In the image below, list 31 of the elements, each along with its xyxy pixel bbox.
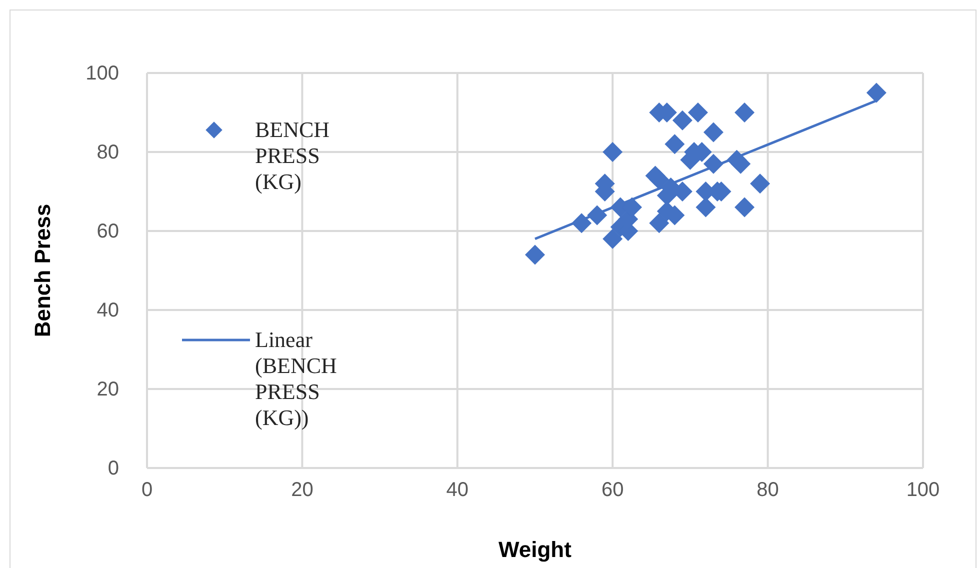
point <box>664 134 685 154</box>
y-tick-label: 100 <box>86 62 119 84</box>
point <box>672 110 692 130</box>
point <box>734 102 755 122</box>
x-tick-label: 20 <box>291 479 314 502</box>
y-tick-label: 40 <box>96 299 119 322</box>
point <box>649 170 670 190</box>
point <box>649 213 670 234</box>
y-axis-title: Bench Press <box>30 204 55 338</box>
point <box>602 228 623 249</box>
point <box>696 197 716 218</box>
point <box>866 82 886 103</box>
x-tick-label: 40 <box>446 479 469 502</box>
point <box>688 102 708 122</box>
point <box>525 244 545 265</box>
x-tick-label: 80 <box>756 479 779 502</box>
legend-label: BENCH PRESS (KG) <box>255 117 330 194</box>
x-axis-title: Weight <box>498 537 572 562</box>
x-tick-label: 100 <box>906 479 940 502</box>
y-tick-label: 0 <box>108 457 119 480</box>
point <box>750 174 770 194</box>
point <box>734 197 755 218</box>
y-tick-label: 60 <box>96 220 119 242</box>
y-tick-label: 80 <box>96 141 119 164</box>
x-tick-label: 0 <box>141 479 153 502</box>
point <box>703 122 724 142</box>
legend-label: Linear (BENCH PRESS (KG)) <box>255 327 337 430</box>
point <box>602 142 623 162</box>
x-tick-label: 60 <box>601 479 624 502</box>
point <box>730 154 751 174</box>
y-tick-label: 20 <box>96 378 119 400</box>
